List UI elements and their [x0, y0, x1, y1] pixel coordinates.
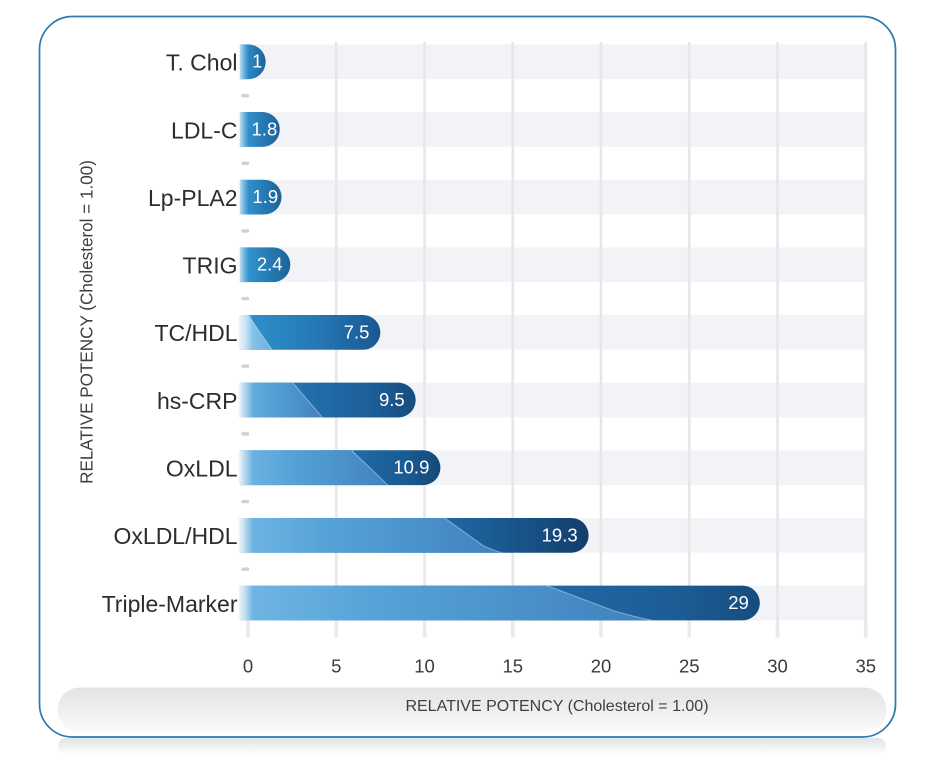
svg-text:2.4: 2.4	[257, 254, 283, 275]
svg-text:LDL-C: LDL-C	[171, 117, 237, 143]
svg-text:20: 20	[591, 656, 612, 677]
svg-text:7.5: 7.5	[344, 321, 370, 342]
svg-text:Triple-Marker: Triple-Marker	[102, 591, 238, 617]
svg-text:35: 35	[855, 656, 876, 677]
svg-text:1.8: 1.8	[252, 118, 278, 139]
svg-text:hs-CRP: hs-CRP	[157, 388, 238, 414]
svg-text:OxLDL: OxLDL	[166, 456, 238, 482]
svg-text:T. Chol: T. Chol	[166, 50, 238, 76]
svg-text:TC/HDL: TC/HDL	[154, 320, 237, 346]
svg-text:5: 5	[331, 656, 341, 677]
svg-text:0: 0	[243, 656, 253, 677]
svg-text:25: 25	[679, 656, 700, 677]
svg-text:RELATIVE POTENCY (Cholesterol: RELATIVE POTENCY (Cholesterol = 1.00)	[405, 698, 708, 715]
svg-text:10.9: 10.9	[393, 457, 429, 478]
svg-text:1: 1	[252, 51, 262, 72]
svg-text:TRIG: TRIG	[183, 253, 238, 279]
svg-text:10: 10	[414, 656, 435, 677]
svg-text:RELATIVE POTENCY (Cholesterol: RELATIVE POTENCY (Cholesterol = 1.00)	[78, 160, 97, 484]
svg-text:9.5: 9.5	[379, 389, 405, 410]
svg-text:OxLDL/HDL: OxLDL/HDL	[114, 523, 238, 549]
svg-text:1.9: 1.9	[252, 186, 278, 207]
svg-text:29: 29	[728, 592, 749, 613]
svg-text:Lp-PLA2: Lp-PLA2	[148, 185, 238, 211]
svg-text:19.3: 19.3	[542, 524, 578, 545]
svg-text:30: 30	[767, 656, 788, 677]
svg-text:15: 15	[502, 656, 523, 677]
